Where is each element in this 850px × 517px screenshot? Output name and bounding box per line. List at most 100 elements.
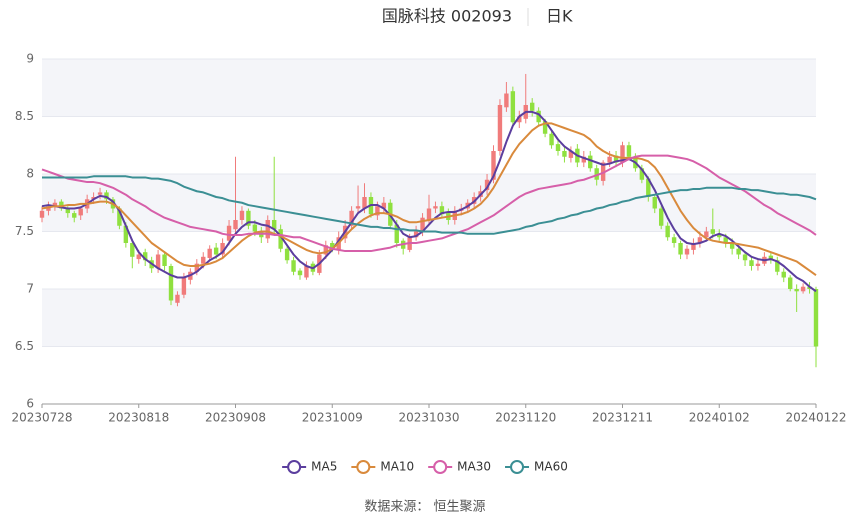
x-tick-label: 20230728 (11, 411, 72, 425)
candle-body (181, 277, 187, 295)
candle-body (484, 179, 490, 191)
candle-body (246, 210, 251, 226)
ma-line (41, 154, 817, 253)
candle-body (304, 266, 309, 278)
candle-body (723, 237, 728, 243)
candle-body (426, 208, 432, 220)
candle-body (39, 210, 45, 218)
candle-body (46, 206, 51, 211)
candle-body (323, 245, 328, 255)
candle-body (491, 151, 496, 180)
candle-body (530, 102, 535, 111)
candle-body (594, 168, 599, 180)
legend-label: MA30 (457, 460, 491, 474)
candle-body (375, 206, 380, 216)
x-tick-label: 20231120 (495, 411, 556, 425)
candle-body (213, 247, 219, 255)
candle-body (143, 252, 148, 261)
chart-subtitle: 日K (546, 7, 573, 26)
legend-item[interactable]: MA5 (282, 460, 337, 474)
legend-item[interactable]: MA30 (428, 460, 491, 474)
candle-body (504, 93, 509, 108)
candle-body (297, 270, 303, 276)
legend-marker (287, 460, 302, 474)
candle-body (72, 213, 77, 218)
candle-body (665, 225, 670, 238)
candle-body (684, 248, 690, 255)
candle-body (652, 197, 657, 209)
candle-body (775, 260, 780, 272)
candle-body (794, 289, 799, 292)
candle-body (581, 156, 586, 163)
candle-body (136, 254, 141, 260)
candle-body (226, 225, 232, 241)
candle-body (78, 208, 83, 216)
candle-body (555, 144, 561, 151)
candle-body (155, 254, 161, 269)
y-tick-label: 6 (26, 397, 34, 411)
candle-body (278, 229, 283, 249)
candle-body (65, 208, 70, 214)
candle-body (284, 248, 290, 261)
candle-body (117, 208, 122, 226)
candle-body (420, 217, 425, 232)
y-tick-label: 7 (26, 282, 34, 296)
candle-body (710, 229, 715, 234)
legend-label: MA5 (311, 460, 337, 474)
grid-band (42, 289, 816, 347)
candle-body (252, 224, 258, 232)
x-tick-label: 20231211 (592, 411, 653, 425)
candle-body (659, 208, 664, 226)
candle-body (788, 277, 793, 289)
candle-body (781, 271, 786, 278)
y-tick-label: 8.5 (15, 109, 34, 123)
legend-label: MA60 (534, 460, 568, 474)
y-tick-label: 8 (26, 167, 34, 181)
candle-body (194, 263, 199, 272)
candle-body (588, 155, 593, 169)
candle-body (497, 105, 503, 151)
candle-body (168, 266, 174, 301)
y-tick-label: 7.5 (15, 224, 34, 238)
candle-body (742, 254, 748, 261)
source-note: 数据来源： 恒生聚源 (364, 500, 485, 515)
candle-body (330, 243, 335, 249)
candle-body (600, 162, 606, 181)
candle-body (736, 248, 741, 255)
candle-body (510, 91, 516, 123)
candle-body (265, 220, 270, 239)
candle-body (517, 116, 522, 123)
candle-body (52, 202, 58, 207)
legend-marker (433, 460, 448, 474)
candle-body (607, 156, 612, 163)
candle-body (104, 192, 109, 200)
candle-body (678, 243, 683, 255)
legend-item[interactable]: MA60 (505, 460, 568, 474)
grid-band (42, 59, 816, 117)
legend-item[interactable]: MA10 (351, 460, 414, 474)
candle-body (272, 220, 277, 230)
candle-body (813, 289, 819, 347)
candle-body (201, 256, 206, 264)
candle-body (613, 155, 619, 163)
candle-body (291, 260, 296, 272)
candle-body (162, 254, 167, 266)
legend: MA5 MA10 MA30 MA60 (282, 460, 568, 474)
x-tick-label: 20231009 (302, 411, 363, 425)
candle-body (413, 231, 419, 238)
candle-body (239, 210, 245, 220)
candle-body (439, 206, 445, 215)
candle-body (59, 201, 64, 209)
candle-body (729, 243, 735, 249)
legend-label: MA10 (380, 460, 414, 474)
candle-body (91, 197, 96, 200)
candle-body (542, 121, 548, 134)
candle-body (755, 263, 761, 266)
candle-body (717, 233, 722, 238)
candle-body (768, 255, 774, 261)
x-tick-label: 20240102 (689, 411, 750, 425)
candle-body (362, 197, 367, 209)
candle-body (97, 192, 103, 195)
candle-body (671, 237, 677, 243)
